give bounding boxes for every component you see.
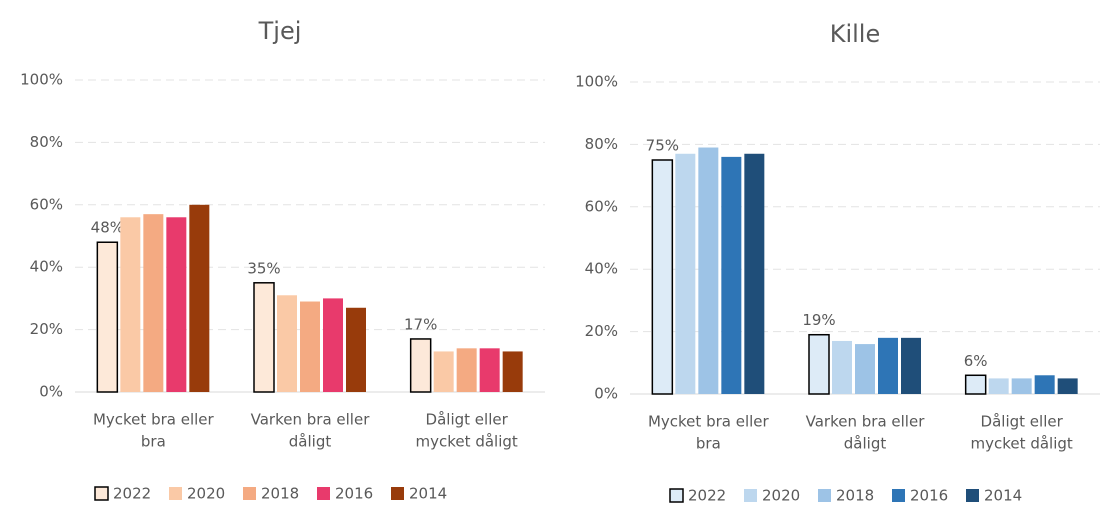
legend-swatch (669, 488, 684, 503)
y-tick-label: 100% (20, 71, 63, 89)
bar (502, 351, 523, 392)
bar (346, 307, 366, 392)
legend-label: 2020 (187, 485, 225, 503)
bar (96, 241, 119, 393)
bar (855, 344, 875, 394)
bar (675, 153, 696, 394)
legend-label: 2018 (836, 487, 874, 505)
bar (698, 147, 719, 394)
bar (166, 217, 187, 392)
legend-label: 2016 (335, 485, 373, 503)
legend-label: 2014 (409, 485, 447, 503)
value-label: 35% (247, 259, 280, 277)
y-tick-label: 0% (594, 385, 618, 403)
bar (1011, 378, 1032, 394)
x-tick-label: bra (141, 433, 166, 451)
x-tick-label: Mycket bra eller (93, 411, 215, 429)
bar (120, 217, 141, 392)
x-tick-label: dåligt (844, 435, 887, 453)
y-tick-label: 40% (30, 258, 63, 276)
bar (300, 301, 320, 392)
x-tick-label: mycket dåligt (416, 433, 518, 451)
x-tick-label: Dåligt eller (981, 413, 1064, 431)
y-tick-label: 80% (585, 135, 618, 153)
y-tick-label: 100% (575, 73, 618, 91)
legend-swatch (744, 489, 757, 502)
legend-label: 2014 (984, 487, 1022, 505)
bar (988, 378, 1009, 394)
bar (479, 348, 500, 392)
bar (832, 340, 852, 394)
bar (253, 282, 275, 393)
chart-title: Tjej (258, 17, 302, 45)
bar (744, 153, 765, 394)
legend-swatch (169, 487, 182, 500)
x-tick-label: Varken bra eller (251, 411, 371, 429)
bar (143, 214, 164, 392)
bar (1057, 378, 1078, 394)
legend-swatch (966, 489, 979, 502)
legend-swatch (317, 487, 330, 500)
x-tick-label: mycket dåligt (971, 435, 1073, 453)
y-tick-label: 20% (30, 320, 63, 338)
legend-swatch (243, 487, 256, 500)
legend-label: 2022 (688, 487, 726, 505)
value-label: 48% (91, 219, 124, 237)
value-label: 75% (646, 137, 679, 155)
legend-swatch (892, 489, 905, 502)
bar (456, 348, 477, 392)
legend-swatch (94, 486, 109, 501)
bar (277, 295, 297, 392)
bar (1034, 375, 1055, 394)
legend-label: 2022 (113, 485, 151, 503)
y-tick-label: 40% (585, 260, 618, 278)
bar (409, 338, 432, 393)
legend-swatch (391, 487, 404, 500)
bar (964, 374, 987, 395)
x-tick-label: Mycket bra eller (648, 413, 770, 431)
bar (808, 333, 830, 395)
x-tick-label: Varken bra eller (806, 413, 926, 431)
bar (878, 337, 898, 394)
bar (721, 156, 742, 394)
y-tick-label: 0% (39, 383, 63, 401)
legend-swatch (818, 489, 831, 502)
legend-label: 2018 (261, 485, 299, 503)
y-tick-label: 20% (585, 322, 618, 340)
bar (651, 159, 674, 395)
x-tick-label: dåligt (289, 433, 332, 451)
y-tick-label: 80% (30, 133, 63, 151)
value-label: 19% (802, 311, 835, 329)
bar (189, 204, 210, 392)
bar (901, 337, 921, 394)
value-label: 17% (404, 315, 437, 333)
bar (433, 351, 454, 392)
value-label: 6% (964, 352, 988, 370)
chart-title: Kille (830, 20, 881, 48)
x-tick-label: Dåligt eller (426, 411, 509, 429)
y-tick-label: 60% (585, 197, 618, 215)
legend-label: 2020 (762, 487, 800, 505)
y-tick-label: 60% (30, 195, 63, 213)
x-tick-label: bra (696, 435, 721, 453)
legend-label: 2016 (910, 487, 948, 505)
bar (323, 298, 343, 392)
